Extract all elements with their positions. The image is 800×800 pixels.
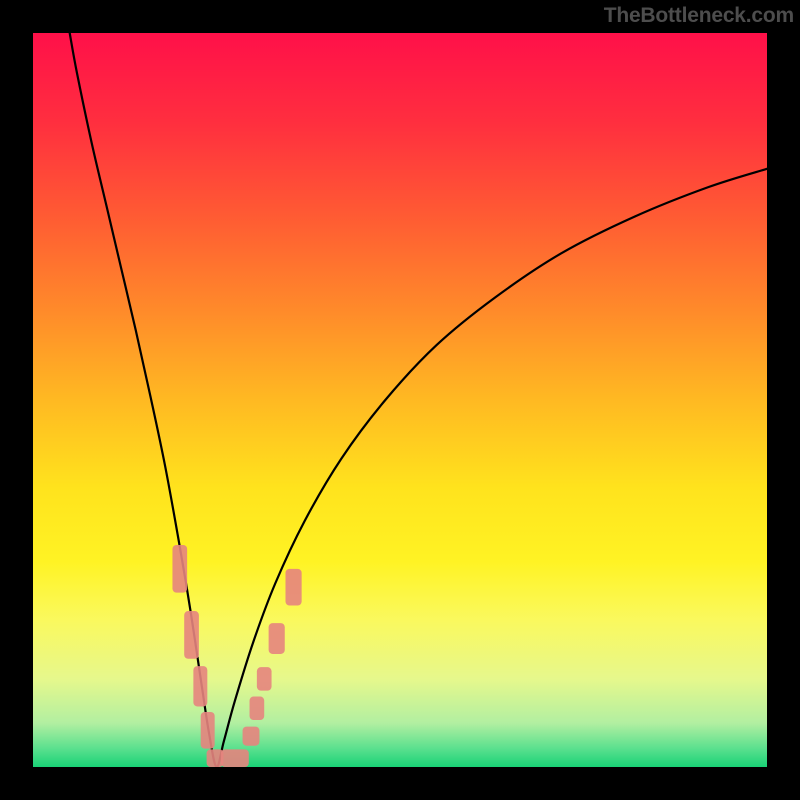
scatter-marker bbox=[250, 697, 265, 720]
chart-canvas: TheBottleneck.com bbox=[0, 0, 800, 800]
scatter-marker bbox=[193, 666, 207, 706]
scatter-marker bbox=[269, 623, 285, 654]
watermark-text: TheBottleneck.com bbox=[604, 4, 794, 28]
scatter-marker bbox=[257, 667, 272, 690]
scatter-marker bbox=[221, 749, 249, 767]
scatter-marker bbox=[201, 712, 215, 749]
scatter-marker bbox=[184, 611, 199, 659]
plot-area bbox=[33, 33, 767, 767]
gradient-background bbox=[33, 33, 767, 767]
scatter-marker bbox=[243, 727, 260, 746]
chart-svg bbox=[33, 33, 767, 767]
scatter-marker bbox=[172, 545, 187, 593]
scatter-marker bbox=[285, 569, 301, 606]
